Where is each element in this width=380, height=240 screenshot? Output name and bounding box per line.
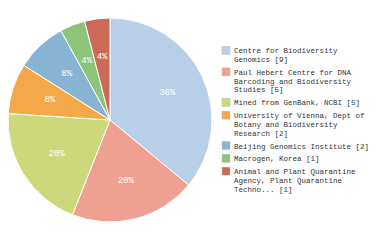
legend-label: University of Vienna, Dept ofBotany and … [234, 112, 365, 138]
legend-label: Macrogen, Korea [1] [234, 155, 320, 163]
legend-label: Centre for BiodiversityGenomics [9] [234, 47, 338, 64]
legend-label-line: Beijing Genomics Institute [2] [234, 143, 369, 151]
legend-label-line: Botany and Biodiversity [234, 121, 338, 129]
data-label: 8% [61, 69, 72, 79]
legend-label-line: Barcoding and Biodiversity [234, 78, 352, 86]
legend-item: Paul Hebert Centre for DNABarcoding and … [222, 68, 352, 95]
pie-slice [8, 114, 110, 215]
legend-swatch [222, 142, 230, 150]
legend-label-line: University of Vienna, Dept of [234, 112, 365, 120]
data-labels: 36% 20% 20% 8% 8% 4% 4% [44, 52, 175, 186]
legend-swatch [222, 154, 230, 162]
legend-label: Animal and Plant QuarantineAgency, Plant… [234, 168, 356, 194]
data-label: 36% [159, 88, 176, 98]
legend-item: Centre for BiodiversityGenomics [9] [222, 46, 338, 64]
legend-label-line: Studies [5] [234, 87, 284, 95]
legend-label-line: Animal and Plant Quarantine [234, 168, 356, 176]
data-label: 8% [44, 95, 55, 105]
legend-swatch [222, 111, 230, 119]
data-label: 4% [97, 52, 108, 62]
legend-label-line: Macrogen, Korea [1] [234, 155, 320, 163]
legend-label-line: Genomics [9] [234, 56, 288, 64]
legend-label: Mined from GenBank, NCBI [5] [234, 99, 360, 107]
legend-swatch [222, 46, 230, 54]
legend-swatch [222, 98, 230, 106]
data-label: 20% [49, 149, 66, 159]
legend-label-line: Mined from GenBank, NCBI [5] [234, 99, 360, 107]
legend-label-line: Research [2] [234, 130, 288, 138]
legend-item: Beijing Genomics Institute [2] [222, 142, 369, 151]
legend-label-line: Agency, Plant Quarantine [234, 177, 342, 185]
legend-label: Paul Hebert Centre for DNABarcoding and … [234, 69, 352, 95]
legend-label-line: Centre for Biodiversity [234, 47, 338, 55]
legend-item: Macrogen, Korea [1] [222, 154, 320, 163]
legend-label: Beijing Genomics Institute [2] [234, 143, 369, 151]
legend-item: Animal and Plant QuarantineAgency, Plant… [222, 167, 356, 194]
data-label: 4% [81, 56, 92, 66]
pie-slice [85, 18, 110, 120]
legend-swatch [222, 167, 230, 175]
legend: Centre for BiodiversityGenomics [9] Paul … [222, 46, 369, 193]
pie [8, 18, 212, 222]
legend-item: University of Vienna, Dept ofBotany and … [222, 111, 365, 138]
legend-item: Mined from GenBank, NCBI [5] [222, 98, 360, 107]
data-label: 20% [118, 176, 135, 186]
legend-label-line: Techno... [1] [234, 186, 293, 194]
legend-label-line: Paul Hebert Centre for DNA [234, 69, 352, 77]
chart: 36% 20% 20% 8% 8% 4% 4% Centre for Biodiversity… [0, 0, 380, 240]
legend-swatch [222, 68, 230, 76]
